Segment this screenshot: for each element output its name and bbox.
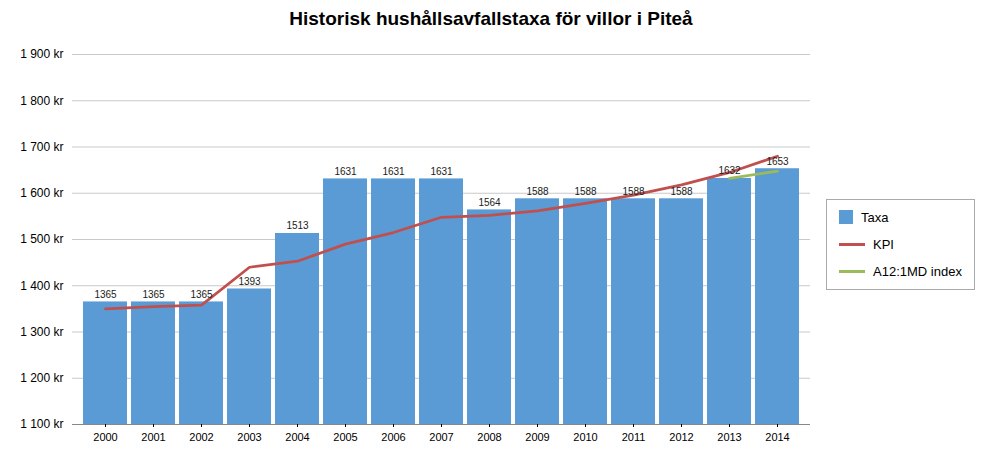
svg-text:1 500 kr: 1 500 kr (20, 232, 63, 246)
svg-text:2004: 2004 (285, 431, 309, 443)
svg-text:1632: 1632 (718, 165, 741, 176)
svg-text:2000: 2000 (93, 431, 117, 443)
svg-text:2013: 2013 (717, 431, 741, 443)
svg-text:1393: 1393 (238, 276, 261, 287)
svg-text:2014: 2014 (765, 431, 789, 443)
svg-text:2005: 2005 (333, 431, 357, 443)
svg-text:1 700 kr: 1 700 kr (20, 140, 63, 154)
svg-text:1588: 1588 (526, 186, 549, 197)
svg-text:1653: 1653 (766, 156, 789, 167)
svg-text:1 100 kr: 1 100 kr (20, 417, 63, 431)
html-text:KPI: KPI (873, 236, 894, 252)
svg-text:2010: 2010 (573, 431, 597, 443)
svg-text:1365: 1365 (142, 289, 165, 300)
svg-text:1 400 kr: 1 400 kr (20, 279, 63, 293)
html-text:A12:1MD index: A12:1MD index (873, 263, 962, 279)
svg-text:1 800 kr: 1 800 kr (20, 94, 63, 108)
svg-text:1631: 1631 (382, 166, 405, 177)
svg-text:2009: 2009 (525, 431, 549, 443)
svg-text:1365: 1365 (190, 289, 213, 300)
svg-text:2002: 2002 (189, 431, 213, 443)
svg-text:2012: 2012 (669, 431, 693, 443)
svg-text:1 200 kr: 1 200 kr (20, 371, 63, 385)
svg-text:2003: 2003 (237, 431, 261, 443)
svg-text:2007: 2007 (429, 431, 453, 443)
html-text:Historisk hushållsavfallstaxa: Historisk hushållsavfallstaxa för villor… (289, 8, 693, 29)
svg-text:1631: 1631 (334, 166, 357, 177)
svg-text:1 300 kr: 1 300 kr (20, 325, 63, 339)
svg-text:2008: 2008 (477, 431, 501, 443)
svg-text:1365: 1365 (94, 289, 117, 300)
svg-text:1 900 kr: 1 900 kr (20, 47, 63, 61)
svg-text:2011: 2011 (622, 431, 646, 443)
svg-text:1588: 1588 (574, 186, 597, 197)
svg-text:1564: 1564 (478, 197, 501, 208)
svg-text:1631: 1631 (430, 166, 453, 177)
svg-text:2001: 2001 (141, 431, 165, 443)
svg-text:1588: 1588 (670, 186, 693, 197)
svg-text:1588: 1588 (622, 186, 645, 197)
html-text:Taxa: Taxa (861, 209, 889, 225)
svg-text:1513: 1513 (286, 220, 309, 231)
svg-text:1 600 kr: 1 600 kr (20, 186, 63, 200)
svg-text:2006: 2006 (381, 431, 405, 443)
